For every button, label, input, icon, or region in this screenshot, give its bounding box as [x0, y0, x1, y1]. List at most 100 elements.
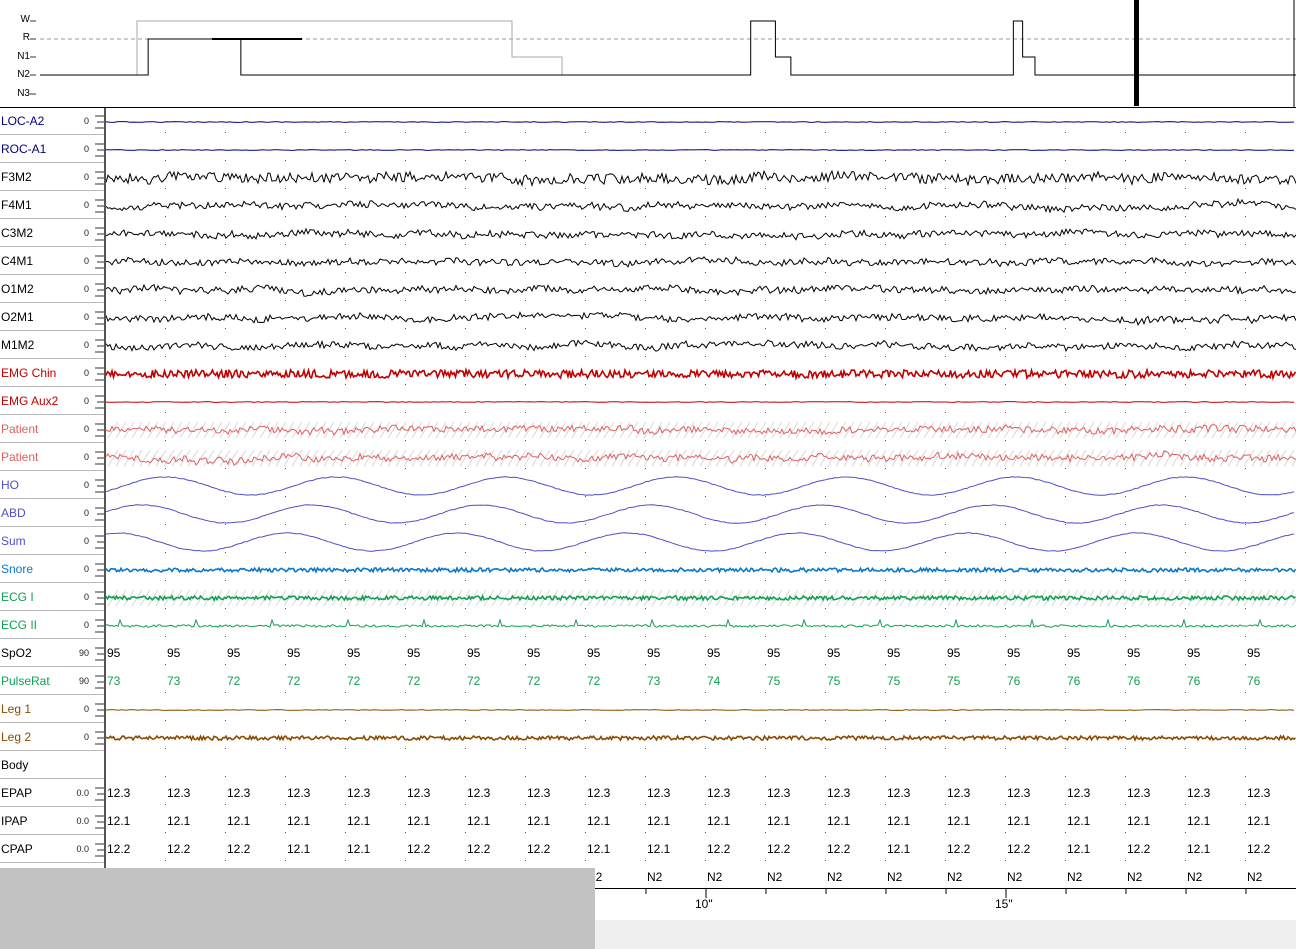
hatch-line [531, 449, 543, 467]
grid-dot [885, 636, 886, 637]
channel-row-label[interactable]: Leg 1 0 [0, 696, 104, 723]
numeric-value: 12.3 [1127, 786, 1151, 800]
grid-dot [765, 860, 766, 861]
channel-row-label[interactable]: Patient 0 [0, 444, 104, 471]
grid-dot [585, 384, 586, 385]
grid-dot [885, 832, 886, 833]
hatch-line [715, 449, 727, 467]
numeric-value: N2 [1247, 870, 1263, 884]
grid-dot [945, 160, 946, 161]
grid-dot [585, 692, 586, 693]
grid-dot [225, 692, 226, 693]
hypnogram-plot[interactable] [0, 0, 1296, 108]
grid-dot [585, 804, 586, 805]
channel-row-label[interactable]: EMG Chin 0 [0, 360, 104, 387]
channel-row-label[interactable]: O2M1 0 [0, 304, 104, 331]
grid-dot [1125, 216, 1126, 217]
grid-dot [1005, 804, 1006, 805]
hatch-line [667, 449, 679, 467]
grid-dot [825, 132, 826, 133]
channel-row-label[interactable]: C3M2 0 [0, 220, 104, 247]
hatch-line [1291, 458, 1296, 467]
hatch-line [139, 421, 151, 439]
grid-dot [825, 328, 826, 329]
channel-name: Snore [1, 562, 34, 576]
channel-row-label[interactable]: F4M1 0 [0, 192, 104, 219]
grid-dot [825, 188, 826, 189]
grid-dot [1185, 692, 1186, 693]
channel-row-label[interactable]: M1M2 0 [0, 332, 104, 359]
channel-row-label[interactable]: Sum 0 [0, 528, 104, 555]
grid-dot [1125, 636, 1126, 637]
channel-row-label[interactable]: ABD 0 [0, 500, 104, 527]
channel-row-label[interactable]: C4M1 0 [0, 248, 104, 275]
channel-row-label[interactable]: IPAP 0.0 [0, 808, 104, 835]
grid-dot [1245, 664, 1246, 665]
grid-dot [345, 832, 346, 833]
grid-dot [945, 440, 946, 441]
grid-dot [345, 692, 346, 693]
numeric-value: 95 [947, 646, 961, 660]
grid-dot [1065, 720, 1066, 721]
numeric-value: 73 [167, 674, 181, 688]
signal-trace [105, 401, 1295, 403]
grid-dot [1185, 272, 1186, 273]
numeric-value: 12.3 [1007, 786, 1031, 800]
channel-row-label[interactable]: LOC-A2 0 [0, 108, 104, 135]
channel-row-label[interactable]: CPAP 0.0 [0, 836, 104, 863]
channel-name: C3M2 [1, 226, 34, 240]
channel-row-label[interactable]: Snore 0 [0, 556, 104, 583]
grid-dot [765, 300, 766, 301]
grid-dot [345, 552, 346, 553]
grid-dot [1005, 608, 1006, 609]
channel-row-label[interactable]: HO 0 [0, 472, 104, 499]
channel-row-label[interactable]: ROC-A1 0 [0, 136, 104, 163]
channel-row-label[interactable]: PulseRat 90 [0, 668, 104, 695]
hatch-line [451, 589, 463, 607]
signal-area[interactable]: 95 95 95 95 95 95 95 95 95 95 95 95 95 95 95 95 95 95 95 95… [0, 108, 1296, 888]
hatch-line [515, 421, 527, 439]
hatch-line [667, 421, 679, 439]
channel-row-label[interactable]: EPAP 0.0 [0, 780, 104, 807]
grid-dot [585, 664, 586, 665]
grid-dot [1245, 720, 1246, 721]
channel-row-label[interactable]: O1M2 0 [0, 276, 104, 303]
grid-dot [705, 608, 706, 609]
grid-dot [1185, 468, 1186, 469]
channel-row-label[interactable]: Patient 0 [0, 416, 104, 443]
hatch-line [731, 449, 743, 467]
grid-dot [765, 468, 766, 469]
channel-row-label[interactable]: ECG II 0 [0, 612, 104, 639]
stage-label-r: R [22, 32, 30, 43]
channel-row-label[interactable]: SpO2 90 [0, 640, 104, 667]
numeric-value: 12.1 [287, 842, 311, 856]
channel-row-label[interactable]: ECG I 0 [0, 584, 104, 611]
current-epoch-marker[interactable] [1134, 0, 1139, 106]
channel-row-label[interactable]: EMG Aux2 0 [0, 388, 104, 415]
grid-dot [1005, 692, 1006, 693]
hatch-line [1147, 449, 1159, 467]
hypnogram-panel[interactable]: W R N1 N2 N3 [0, 0, 1296, 108]
grid-dot [1185, 496, 1186, 497]
grid-dot [165, 440, 166, 441]
channel-row-label[interactable]: Body [0, 752, 104, 779]
grid-dot [1065, 160, 1066, 161]
grid-dot [285, 580, 286, 581]
channel-row-label[interactable]: Leg 2 0 [0, 724, 104, 751]
hatch-line [419, 421, 431, 439]
hatch-line [883, 421, 895, 439]
hatch-line [635, 421, 647, 439]
numeric-value: 12.3 [1247, 786, 1271, 800]
grid-dot [285, 160, 286, 161]
grid-dot [1125, 356, 1126, 357]
channel-scale: 0 [83, 284, 89, 294]
grid-dot [1125, 244, 1126, 245]
hatch-line [275, 589, 287, 607]
hatch-line [771, 449, 783, 467]
grid-dot [1185, 244, 1186, 245]
grid-dot [1065, 272, 1066, 273]
grid-dot [885, 664, 886, 665]
channel-row-label[interactable]: F3M2 0 [0, 164, 104, 191]
numeric-value: 12.3 [407, 786, 431, 800]
hatch-line [779, 421, 791, 439]
